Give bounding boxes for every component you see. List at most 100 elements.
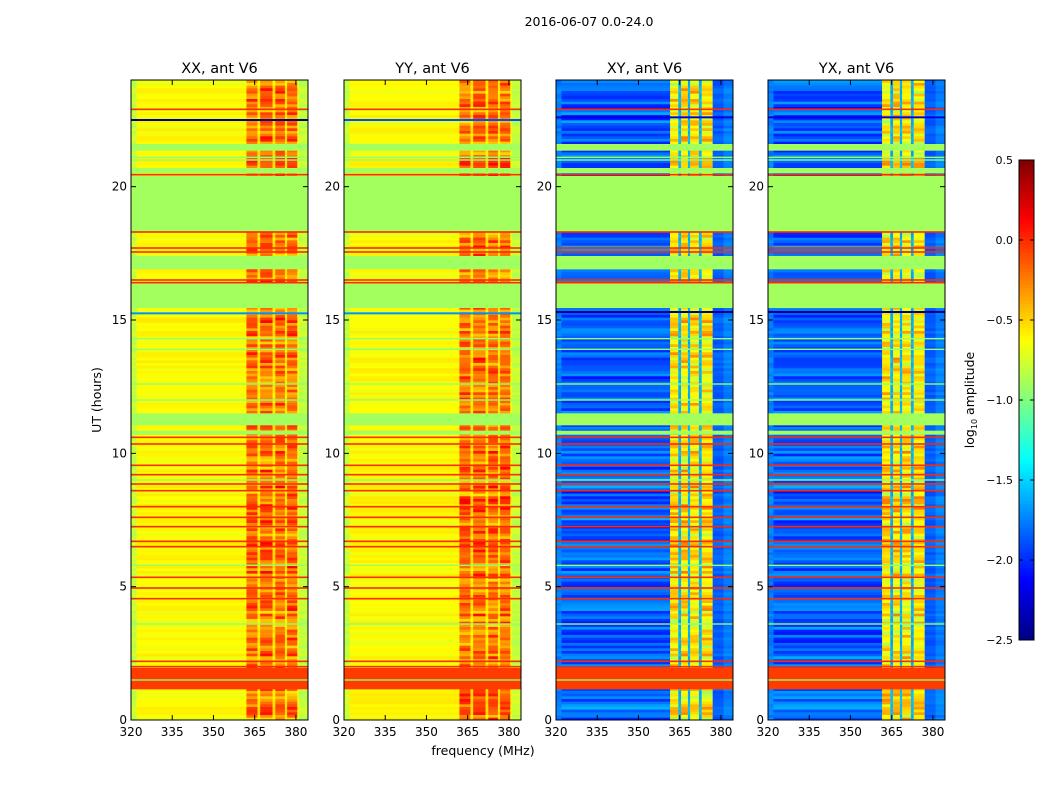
- heatmap-cell: [260, 648, 273, 651]
- heatmap-cell: [488, 656, 498, 659]
- x-axis-label: frequency (MHz): [431, 743, 534, 758]
- heatmap-cell: [131, 509, 137, 512]
- heatmap-cell: [246, 512, 257, 515]
- heatmap-cell: [299, 616, 309, 619]
- heatmap-cell: [500, 368, 510, 371]
- heatmap-cell: [131, 328, 137, 331]
- heatmap-cell: [275, 581, 285, 584]
- heatmap-cell: [488, 523, 498, 526]
- heatmap-cell: [275, 509, 285, 512]
- heatmap-cell: [257, 269, 260, 272]
- heatmap-cell: [500, 357, 510, 360]
- heatmap-cell: [273, 595, 276, 598]
- heatmap-cell: [275, 493, 285, 496]
- heatmap-cell: [344, 408, 350, 411]
- heatmap-cell: [260, 629, 273, 632]
- heatmap-cell: [488, 320, 498, 323]
- heatmap-cell: [500, 603, 510, 606]
- heatmap-cell: [260, 376, 273, 379]
- heatmap-cell: [246, 403, 257, 406]
- heatmap-cell: [470, 445, 473, 448]
- heatmap-cell: [275, 691, 285, 694]
- heatmap-cell: [299, 549, 309, 552]
- heatmap-cell: [512, 648, 522, 651]
- heatmap-cell: [285, 493, 288, 496]
- heatmap-cell: [500, 573, 510, 576]
- heatmap-cell: [131, 709, 137, 712]
- heatmap-cell: [273, 243, 276, 246]
- heatmap-cell: [260, 317, 273, 320]
- heatmap-cell: [500, 395, 510, 398]
- heatmap-cell: [287, 605, 297, 608]
- heatmap-cell: [500, 589, 510, 592]
- heatmap-cell: [285, 467, 288, 470]
- heatmap-cell: [486, 451, 489, 454]
- heatmap-cell: [512, 355, 522, 358]
- heatmap-cell: [470, 333, 473, 336]
- heatmap-cell: [486, 557, 489, 560]
- heatmap-cell: [498, 613, 501, 616]
- heatmap-cell: [299, 592, 309, 595]
- heatmap-cell: [137, 360, 247, 363]
- heatmap-cell: [486, 640, 489, 643]
- heatmap-cell: [512, 459, 522, 462]
- heatmap-cell: [500, 611, 510, 614]
- heatmap-cell: [287, 557, 297, 560]
- heatmap-cell: [486, 696, 489, 699]
- heatmap-cell: [350, 387, 460, 390]
- heatmap-cell: [275, 371, 285, 374]
- heatmap-cell: [260, 715, 273, 718]
- heatmap-cell: [299, 341, 309, 344]
- heatmap-cell: [131, 696, 137, 699]
- heatmap-cell: [350, 323, 460, 326]
- heatmap-cell: [500, 533, 510, 536]
- heatmap-cell: [273, 611, 276, 614]
- heatmap-cell: [344, 571, 350, 574]
- heatmap-cell: [486, 469, 489, 472]
- heatmap-cell: [470, 696, 473, 699]
- heatmap-cell: [473, 323, 486, 326]
- heatmap-cell: [273, 320, 276, 323]
- heatmap-cell: [273, 712, 276, 715]
- heatmap-cell: [498, 651, 501, 654]
- heatmap-cell: [486, 613, 489, 616]
- heatmap-cell: [131, 131, 137, 134]
- heatmap-cell: [275, 379, 285, 382]
- heatmap-cell: [273, 363, 276, 366]
- heatmap-cell: [257, 632, 260, 635]
- heatmap-cell: [285, 696, 288, 699]
- heatmap-cell: [257, 699, 260, 702]
- heatmap-cell: [299, 445, 309, 448]
- heatmap-cell: [285, 237, 288, 240]
- heatmap-cell: [260, 520, 273, 523]
- heatmap-cell: [486, 368, 489, 371]
- strong-line: [131, 666, 308, 668]
- heatmap-cell: [257, 352, 260, 355]
- heatmap-cell: [350, 459, 460, 462]
- green-line: [131, 565, 308, 566]
- heatmap-cell: [473, 643, 486, 646]
- heatmap-cell: [512, 603, 522, 606]
- heatmap-cell: [131, 389, 137, 392]
- heatmap-cell: [275, 125, 285, 128]
- heatmap-cell: [260, 531, 273, 534]
- heatmap-cell: [299, 427, 309, 430]
- heatmap-cell: [287, 459, 297, 462]
- heatmap-cell: [273, 83, 276, 86]
- heatmap-cell: [299, 643, 309, 646]
- green-line: [131, 479, 308, 480]
- heatmap-cell: [299, 448, 309, 451]
- heatmap-cell: [459, 637, 470, 640]
- heatmap-cell: [299, 512, 309, 515]
- heatmap-cell: [512, 600, 522, 603]
- heatmap-cell: [344, 707, 350, 710]
- heatmap-cell: [350, 531, 460, 534]
- heatmap-cell: [137, 571, 247, 574]
- heatmap-cell: [275, 573, 285, 576]
- heatmap-cell: [131, 152, 137, 155]
- green-line: [131, 383, 308, 384]
- heatmap-cell: [137, 344, 247, 347]
- heatmap-cell: [137, 253, 247, 256]
- heatmap-cell: [137, 128, 247, 131]
- heatmap-cell: [287, 485, 297, 488]
